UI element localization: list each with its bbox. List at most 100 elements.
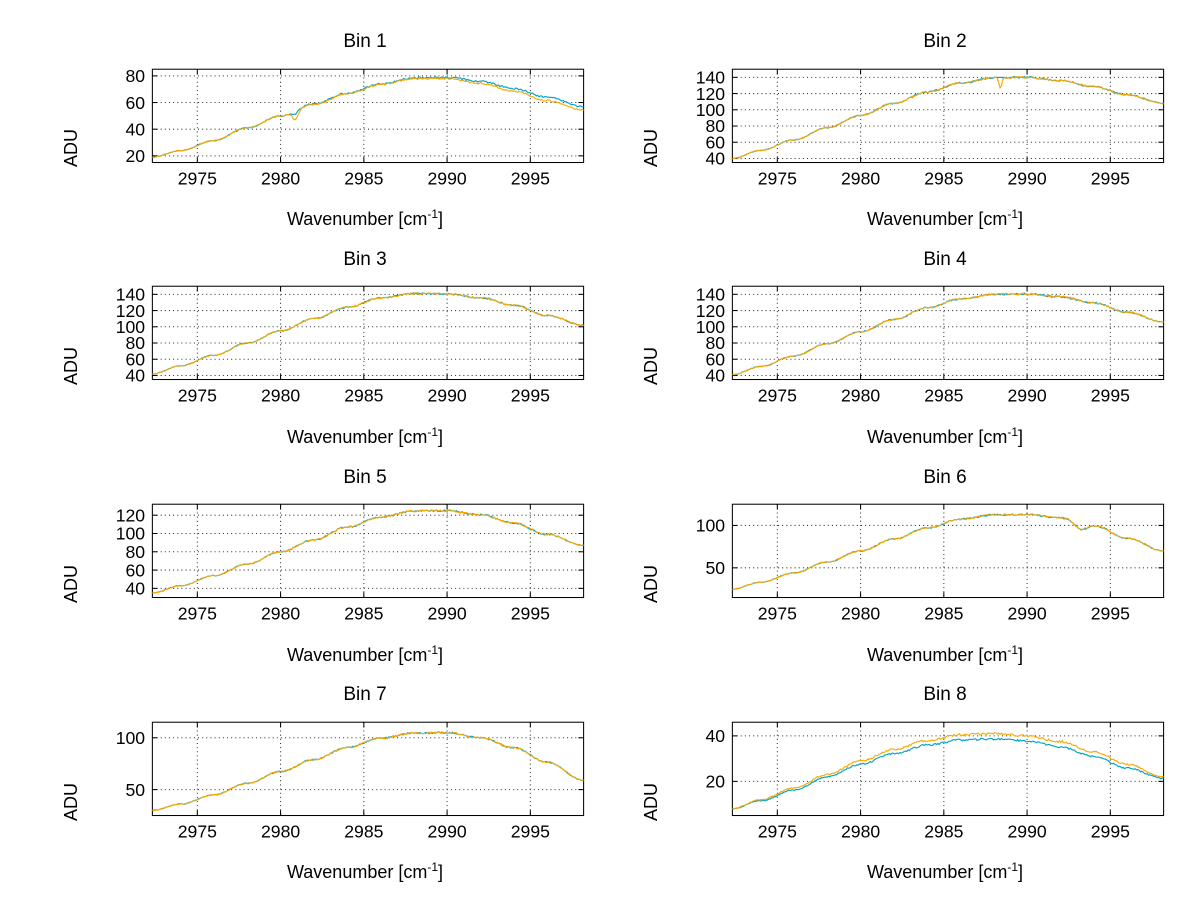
svg-text:2985: 2985 [924, 386, 963, 406]
svg-text:2995: 2995 [1091, 821, 1130, 841]
y-axis-label: ADU [60, 129, 81, 168]
svg-text:100: 100 [696, 317, 726, 337]
svg-text:2990: 2990 [1007, 386, 1046, 406]
svg-text:100: 100 [116, 728, 146, 748]
svg-text:40: 40 [706, 148, 726, 168]
plot-title: Bin 3 [343, 248, 387, 270]
svg-text:2975: 2975 [758, 386, 797, 406]
y-axis-label: ADU [640, 564, 661, 603]
subplot-bin-8: Bin 8 ADU 2975 2980 2985 2990 2995 20 40 Waven… [636, 683, 1174, 891]
x-axis-label: Wavenumber [cm-1] [666, 204, 1174, 238]
svg-text:50: 50 [706, 558, 726, 578]
svg-text:20: 20 [706, 772, 726, 792]
y-axis-label: ADU [640, 347, 661, 386]
svg-text:60: 60 [126, 560, 146, 580]
svg-text:40: 40 [126, 579, 146, 599]
x-axis-label-close: ] [1018, 862, 1024, 883]
y-axis-label: ADU [640, 782, 661, 821]
svg-text:2975: 2975 [178, 603, 217, 623]
svg-text:2990: 2990 [1007, 821, 1046, 841]
svg-text:120: 120 [696, 83, 726, 103]
svg-text:80: 80 [706, 334, 726, 354]
x-axis-label-close: ] [438, 209, 444, 230]
svg-text:100: 100 [116, 524, 146, 544]
svg-text:2975: 2975 [758, 821, 797, 841]
svg-text:140: 140 [116, 285, 146, 305]
subplot-bin-3: Bin 3 ADU 2975 2980 2985 2990 2995 40 60 80 100 1… [56, 248, 594, 456]
svg-text:2990: 2990 [427, 821, 466, 841]
svg-text:120: 120 [116, 301, 146, 321]
x-axis-label: Wavenumber [cm-1] [86, 640, 594, 674]
svg-text:120: 120 [696, 301, 726, 321]
svg-text:2985: 2985 [344, 821, 383, 841]
y-axis-label: ADU [60, 782, 81, 821]
plot-canvas-bin-8: 2975 2980 2985 2990 2995 20 40 [706, 721, 1165, 841]
svg-text:2995: 2995 [511, 386, 550, 406]
plot-title: Bin 6 [923, 466, 967, 488]
x-axis-label: Wavenumber [cm-1] [666, 422, 1174, 456]
plot-canvas-bin-1: 2975 2980 2985 2990 2995 20 40 60 80 [126, 66, 585, 188]
x-axis-label-sup: -1 [427, 207, 439, 222]
x-axis-label-text: Wavenumber [cm [866, 426, 1008, 447]
plot-title: Bin 8 [923, 684, 967, 706]
svg-text:2990: 2990 [427, 386, 466, 406]
svg-text:2980: 2980 [841, 386, 880, 406]
plot-canvas-bin-6: 2975 2980 2985 2990 2995 50 100 [696, 503, 1165, 623]
svg-text:2980: 2980 [261, 386, 300, 406]
svg-text:2975: 2975 [758, 603, 797, 623]
svg-text:80: 80 [126, 334, 146, 354]
svg-text:2995: 2995 [1091, 386, 1130, 406]
svg-text:40: 40 [126, 119, 146, 139]
x-axis-label-sup: -1 [1007, 424, 1019, 439]
x-axis-label-sup: -1 [427, 642, 439, 657]
svg-text:120: 120 [116, 506, 146, 526]
x-axis-label: Wavenumber [cm-1] [86, 857, 594, 891]
svg-text:40: 40 [126, 366, 146, 386]
svg-text:2980: 2980 [841, 821, 880, 841]
x-axis-label: Wavenumber [cm-1] [666, 640, 1174, 674]
plot-title: Bin 2 [923, 31, 967, 52]
x-axis-label: Wavenumber [cm-1] [666, 857, 1174, 891]
svg-text:40: 40 [706, 366, 726, 386]
x-axis-label-close: ] [1018, 209, 1024, 230]
x-axis-label-text: Wavenumber [cm [286, 862, 428, 883]
x-axis-label-sup: -1 [1007, 207, 1019, 222]
plot-title: Bin 7 [343, 684, 387, 706]
x-axis-label-text: Wavenumber [cm [286, 209, 428, 230]
x-axis-label-text: Wavenumber [cm [866, 209, 1008, 230]
svg-text:2985: 2985 [344, 386, 383, 406]
y-axis-label: ADU [60, 347, 81, 386]
x-axis-label-close: ] [1018, 644, 1024, 665]
svg-text:2995: 2995 [511, 603, 550, 623]
plot-title: Bin 1 [343, 31, 387, 52]
svg-text:140: 140 [696, 67, 726, 87]
svg-text:2990: 2990 [427, 603, 466, 623]
x-axis-label-sup: -1 [427, 424, 439, 439]
svg-text:2995: 2995 [511, 821, 550, 841]
x-axis-label-sup: -1 [1007, 860, 1019, 875]
svg-text:2980: 2980 [261, 168, 300, 188]
svg-text:2985: 2985 [924, 168, 963, 188]
svg-text:2985: 2985 [344, 168, 383, 188]
svg-text:2995: 2995 [1091, 603, 1130, 623]
svg-text:80: 80 [706, 116, 726, 136]
svg-text:2980: 2980 [841, 603, 880, 623]
x-axis-label-close: ] [1018, 426, 1024, 447]
svg-text:100: 100 [116, 317, 146, 337]
svg-text:40: 40 [706, 726, 726, 746]
x-axis-label-close: ] [438, 426, 444, 447]
svg-text:2995: 2995 [511, 168, 550, 188]
y-axis-label: ADU [60, 564, 81, 603]
x-axis-label-close: ] [438, 862, 444, 883]
subplot-bin-1: Bin 1 ADU 2975 2980 2985 2990 2995 20 40 60 80 W… [56, 30, 594, 238]
svg-text:2980: 2980 [261, 603, 300, 623]
x-axis-label: Wavenumber [cm-1] [86, 422, 594, 456]
svg-text:2990: 2990 [1007, 168, 1046, 188]
x-axis-label-text: Wavenumber [cm [286, 644, 428, 665]
svg-text:2990: 2990 [1007, 603, 1046, 623]
x-axis-label-close: ] [438, 644, 444, 665]
x-axis-label-sup: -1 [1007, 642, 1019, 657]
plot-title: Bin 5 [343, 466, 387, 488]
